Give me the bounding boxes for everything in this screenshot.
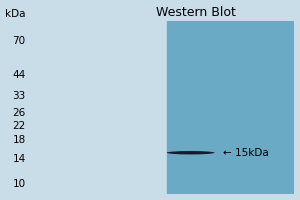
Ellipse shape xyxy=(167,151,214,154)
Text: Western Blot: Western Blot xyxy=(156,6,236,19)
Text: ← 15kDa: ← 15kDa xyxy=(223,148,268,158)
Bar xyxy=(167,21,294,194)
Text: kDa: kDa xyxy=(5,9,26,19)
